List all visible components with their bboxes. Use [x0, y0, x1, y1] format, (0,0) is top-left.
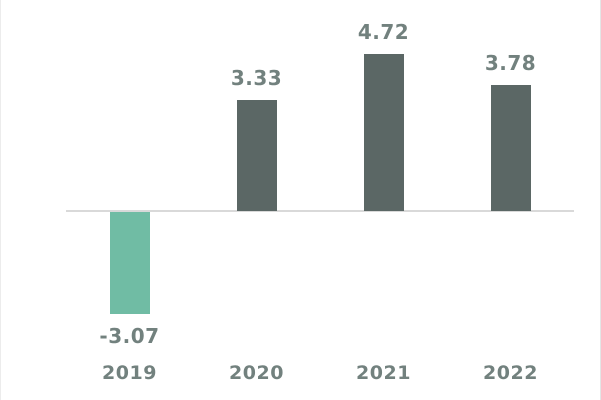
- data-label-2021: 4.72: [357, 20, 410, 44]
- x-tick-2019: 2019: [102, 362, 157, 384]
- x-tick-2022: 2022: [483, 362, 538, 384]
- data-label-2019: -3.07: [99, 324, 160, 348]
- x-tick-2020: 2020: [229, 362, 284, 384]
- bar-2022: [490, 85, 531, 211]
- x-tick-2021: 2021: [356, 362, 411, 384]
- bar-2020: [236, 100, 277, 211]
- bar-2019: [109, 212, 150, 314]
- bar-2021: [363, 54, 404, 211]
- data-label-2022: 3.78: [484, 51, 537, 75]
- data-label-2020: 3.33: [230, 66, 283, 90]
- x-axis-line: [66, 210, 574, 212]
